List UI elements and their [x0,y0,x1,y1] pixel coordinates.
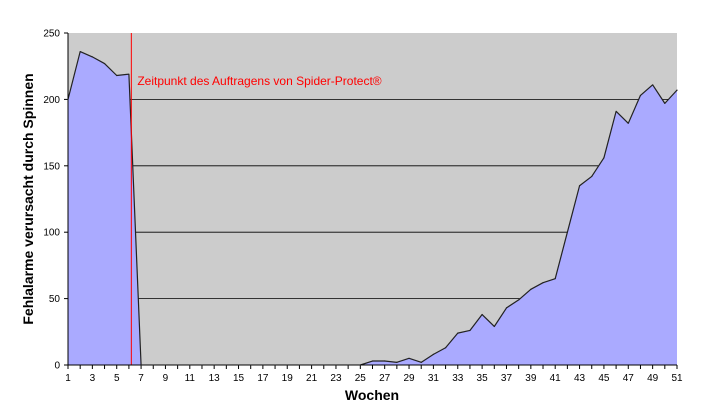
data-point [408,357,410,359]
data-point [323,364,325,366]
data-point [615,110,617,112]
data-point [237,364,240,366]
x-tick-label: 9 [163,373,169,384]
data-point [432,353,434,355]
x-tick-label: 1 [65,373,71,384]
data-point [371,360,374,362]
data-point [91,56,93,58]
data-point [335,364,337,366]
data-point [420,361,422,363]
x-tick-label: 5 [114,373,120,384]
data-point [505,307,508,309]
data-point [664,102,666,104]
x-tick-label: 43 [574,373,586,384]
x-tick-label: 3 [90,373,96,384]
data-point [554,278,556,280]
data-point [469,329,471,332]
x-tick-label: 49 [647,373,659,384]
x-tick-label: 25 [355,373,367,384]
data-point [347,364,349,366]
x-tick-label: 7 [138,373,144,384]
y-tick-label: 100 [43,228,60,239]
y-axis-title: Fehlalarme verursacht durch Spinnen [20,73,36,324]
data-point [177,364,179,366]
x-tick-label: 13 [209,373,221,384]
data-point [116,74,118,77]
data-point [566,231,568,233]
data-points [67,50,678,366]
data-point [591,175,593,178]
data-point [359,364,361,366]
data-point [152,364,154,366]
data-point [493,325,495,328]
data-point [298,364,301,366]
data-point [603,157,605,159]
y-tick-label: 250 [43,29,60,40]
x-tick-label: 47 [623,373,635,384]
data-point [274,364,276,366]
data-point [140,364,142,366]
data-point [164,364,167,366]
x-tick-label: 45 [598,373,610,384]
data-point [201,364,203,366]
x-tick-label: 41 [550,373,562,384]
x-tick-label: 23 [330,373,342,384]
data-point [481,313,483,316]
data-point [444,347,447,349]
y-tick-label: 200 [43,95,60,106]
x-axis-title: Wochen [345,387,399,403]
data-point [189,364,191,366]
data-point [213,364,215,366]
data-line [67,51,678,366]
x-tick-label: 33 [452,373,464,384]
data-point [652,84,654,86]
data-point [67,98,69,100]
data-point [676,89,678,91]
x-tick-label: 51 [671,373,683,384]
y-tick-label: 0 [54,361,60,372]
data-point [457,332,459,334]
data-point [542,282,544,284]
x-tick-label: 19 [282,373,294,384]
data-point [262,364,264,366]
data-point [396,361,398,363]
x-tick-label: 17 [257,373,269,384]
data-point [286,364,288,366]
data-point [128,73,130,75]
x-tick-label: 39 [525,373,537,384]
data-point [103,62,106,65]
y-tick-label: 50 [49,294,61,305]
x-tick-label: 27 [379,373,391,384]
data-point [627,122,629,124]
data-point [311,364,313,366]
annotation-text: Zeitpunkt des Auftragens von Spider-Prot… [137,74,381,88]
data-point [578,185,581,187]
x-tick-label: 15 [233,373,245,384]
data-point [250,364,252,366]
data-point [639,94,642,97]
data-point [518,299,520,301]
x-tick-label: 37 [501,373,513,384]
data-point [530,288,532,290]
data-point [79,50,81,53]
x-tick-label: 29 [403,373,415,384]
x-tick-label: 11 [185,373,196,384]
data-point [384,360,386,362]
x-tick-label: 35 [477,373,489,384]
y-tick-label: 150 [43,161,60,172]
data-point [225,364,227,366]
x-tick-label: 31 [428,373,440,384]
x-tick-label: 21 [306,373,318,384]
